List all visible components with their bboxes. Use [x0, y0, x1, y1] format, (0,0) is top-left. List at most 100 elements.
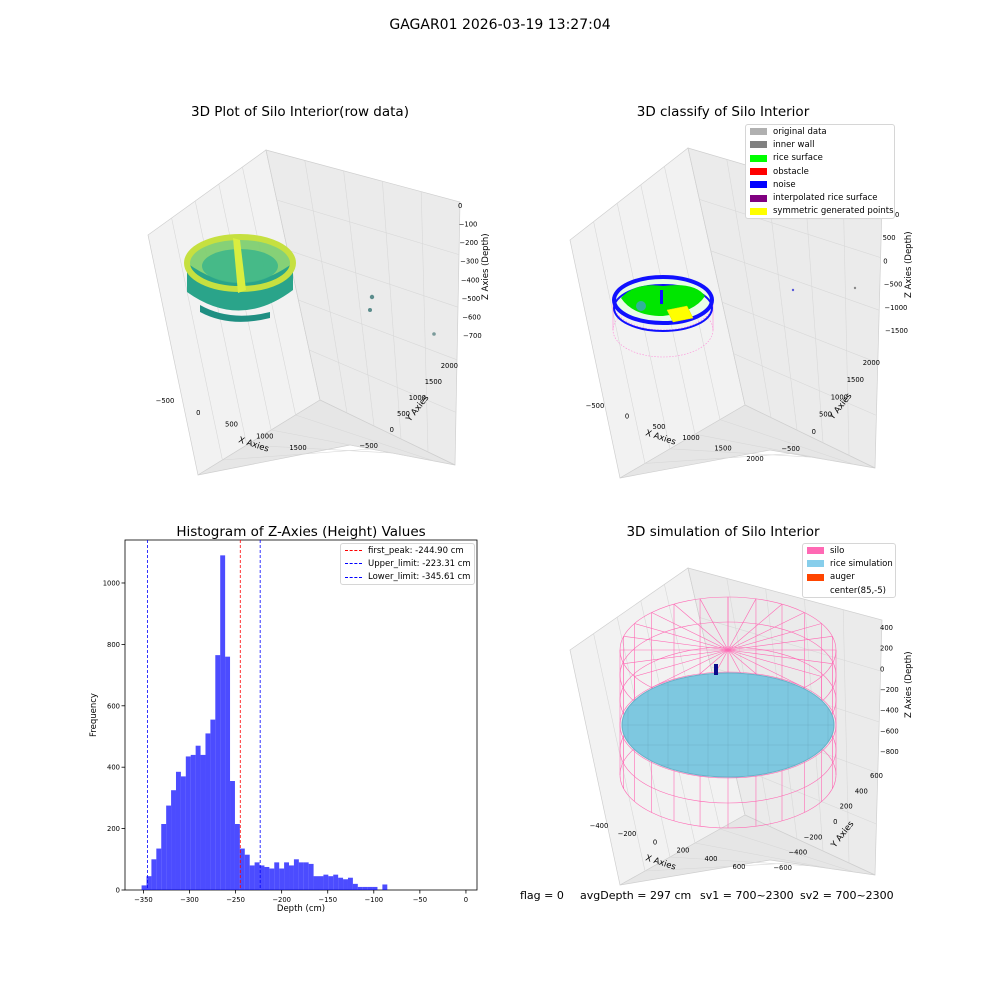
histogram-bar	[180, 776, 186, 890]
classify-x-tick: 1500	[714, 444, 731, 452]
histogram-bar	[161, 823, 167, 890]
histogram-y-tick: 800	[107, 641, 120, 649]
simulation-legend-swatch	[807, 573, 824, 581]
classify-legend-label: rice surface	[773, 153, 823, 164]
simulation-x-tick: 400	[705, 855, 718, 863]
raw-z-tick: 0	[458, 202, 462, 210]
classify-legend-swatch	[750, 154, 767, 162]
histogram-bar	[210, 719, 216, 890]
histogram-bar	[220, 555, 226, 890]
histogram-bar	[264, 866, 270, 890]
histogram-bar	[274, 862, 280, 890]
raw-y-tick: 1500	[425, 378, 442, 386]
simulation-legend: silo rice simulation auger center(85,-5)	[802, 543, 896, 599]
histogram-bar	[175, 771, 181, 890]
histogram-bar	[298, 862, 304, 890]
raw-z-tick: −300	[460, 258, 479, 266]
classify-x-tick: −500	[586, 402, 605, 410]
histogram-legend-label: Lower_limit: -345.61 cm	[368, 572, 471, 583]
classify-z-tick: −500	[884, 281, 903, 289]
simulation-z-label: Z Axies (Depth)	[904, 651, 914, 718]
simulation-3d-plot: X Axies Y Axies Z Axies (Depth) −400−200…	[569, 567, 914, 886]
histogram-legend-item: first_peak: -244.90 cm	[341, 544, 474, 557]
histogram-title: Histogram of Z-Axies (Height) Values	[176, 524, 426, 540]
histogram-legend-item: Upper_limit: -223.31 cm	[341, 557, 474, 570]
classify-3d-plot: X Axies Y Axies Z Axies (Depth) −5000500…	[569, 147, 914, 479]
simulation-x-tick: 600	[733, 863, 746, 871]
histogram-bar	[333, 874, 339, 890]
raw-x-tick: 500	[225, 421, 238, 429]
classify-z-tick: −1000	[884, 304, 907, 312]
histogram-bar	[234, 823, 240, 890]
classify-plot-title: 3D classify of Silo Interior	[636, 104, 810, 120]
classify-legend-item: interpolated rice surface	[746, 191, 894, 204]
simulation-y-tick: 0	[833, 818, 837, 826]
histogram-bar	[185, 756, 191, 890]
simulation-legend-label: silo	[830, 545, 845, 556]
simulation-legend-swatch	[807, 547, 824, 555]
histogram-bar	[195, 745, 201, 890]
histogram-bar	[151, 859, 157, 890]
histogram-bar	[141, 885, 147, 890]
classify-y-tick: 500	[819, 411, 832, 419]
histogram-bar	[230, 781, 235, 890]
simulation-z-tick: −400	[880, 707, 899, 715]
simulation-legend-item: auger	[803, 571, 895, 584]
auger-marker	[714, 664, 718, 675]
raw-z-tick: −100	[459, 221, 478, 229]
classify-legend-item: inner wall	[746, 138, 894, 151]
histogram-legend-label: first_peak: -244.90 cm	[368, 545, 464, 556]
histogram-bar	[205, 733, 211, 890]
histogram-bar	[269, 868, 275, 890]
raw-y-tick: −500	[359, 442, 378, 450]
classify-legend-item: symmetric generated points	[746, 205, 894, 218]
simulation-z-tick: −800	[880, 748, 899, 756]
classify-legend-swatch	[750, 168, 767, 176]
histogram-bar	[338, 877, 344, 890]
raw-y-tick: 1000	[409, 394, 426, 402]
classify-legend-swatch	[750, 181, 767, 189]
simulation-x-tick: 0	[653, 838, 657, 846]
raw-x-tick: 0	[196, 409, 200, 417]
classify-z-tick: 0	[883, 257, 887, 265]
simulation-y-tick: 200	[840, 803, 853, 811]
histogram-y-tick: 600	[107, 702, 120, 710]
classify-z-label: Z Axies (Depth)	[904, 231, 914, 298]
footer-sv1: sv1 = 700~2300	[700, 889, 794, 902]
histogram-legend-label: Upper_limit: -223.31 cm	[368, 558, 471, 569]
classify-y-tick: 1000	[831, 393, 848, 401]
classify-z-tick: 500	[883, 234, 896, 242]
histogram-x-label: Depth (cm)	[277, 904, 325, 914]
histogram-legend-swatch	[345, 550, 362, 552]
simulation-z-tick: 200	[880, 645, 893, 653]
histogram-bar	[200, 754, 206, 890]
histogram-bar	[357, 886, 363, 890]
raw-plot-title: 3D Plot of Silo Interior(row data)	[191, 104, 409, 120]
histogram-bar	[303, 862, 309, 890]
histogram-bar	[318, 876, 324, 890]
simulation-plot-title: 3D simulation of Silo Interior	[626, 524, 820, 540]
simulation-legend-label: rice simulation	[830, 558, 893, 569]
histogram-x-tick: −150	[318, 896, 337, 904]
raw-axes-panes	[147, 149, 461, 476]
histogram-bar	[352, 883, 358, 890]
classify-x-tick: 500	[653, 423, 666, 431]
histogram-y-tick: 0	[116, 887, 120, 895]
simulation-y-tick: 600	[870, 772, 883, 780]
histogram-bar	[382, 884, 388, 890]
histogram-bar	[146, 876, 152, 890]
histogram-bar	[259, 865, 265, 890]
classify-legend-label: obstacle	[773, 166, 809, 177]
simulation-z-tick: −200	[880, 686, 899, 694]
footer-avg-depth: avgDepth = 297 cm	[580, 889, 692, 902]
histogram-bar	[372, 886, 378, 890]
histogram-bar	[289, 865, 294, 890]
simulation-y-tick: −400	[788, 849, 807, 857]
classify-legend-label: noise	[773, 179, 796, 190]
raw-z-tick: −400	[461, 276, 480, 284]
histogram-y-tick: 400	[107, 764, 120, 772]
classify-x-tick: 2000	[746, 455, 763, 463]
histogram-bar	[313, 876, 319, 890]
simulation-x-tick: −400	[590, 822, 609, 830]
histogram-bar	[284, 862, 290, 890]
